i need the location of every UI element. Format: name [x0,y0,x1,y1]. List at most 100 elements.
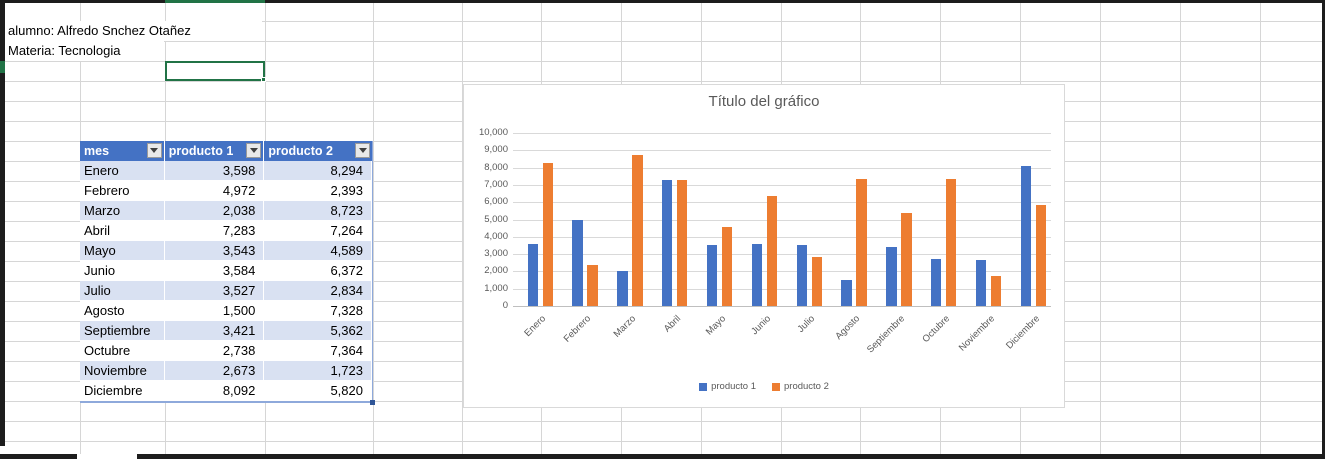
table-cell[interactable]: Enero [80,161,165,181]
table-cell[interactable]: Diciembre [80,381,165,401]
table-row: Abril 7,283 7,264 [80,221,372,241]
y-axis-tick-label: 4,000 [484,230,508,242]
bar-producto-2[interactable] [811,256,822,306]
grid-hline [5,421,1322,422]
table-cell[interactable]: 3,421 [164,321,265,341]
legend-item[interactable]: producto 2 [772,381,829,392]
selected-row-indicator [0,61,5,73]
bar-producto-2[interactable] [587,264,598,306]
table-cell[interactable]: 3,543 [164,241,265,261]
selected-cell[interactable] [165,61,266,82]
cell-materia[interactable]: Materia: Tecnologia [5,41,164,61]
chart-gridline [513,167,1051,169]
bar-producto-1[interactable] [572,219,583,306]
bar-producto-2[interactable] [677,180,688,306]
y-axis-tick-label: 8,000 [484,161,508,173]
table-cell[interactable]: 5,362 [264,321,372,341]
table-cell[interactable]: Junio [80,261,165,281]
table-resize-handle[interactable] [370,400,375,405]
table-cell[interactable]: Agosto [80,301,165,321]
grid-hline [5,81,1322,82]
table-cell[interactable]: 8,723 [264,201,372,221]
table-cell[interactable]: 7,283 [164,221,265,241]
table-cell[interactable]: Febrero [80,181,165,201]
chart-gridline [513,306,1051,307]
window-border-right [1322,0,1325,454]
table-cell[interactable]: 2,834 [264,281,372,301]
bar-producto-2[interactable] [856,179,867,306]
table-cell[interactable]: 4,589 [264,241,372,261]
window-border-notch [77,454,137,459]
table-cell[interactable]: 8,092 [164,381,265,401]
window-border-bottom [0,454,1325,459]
chart-gridline [513,236,1051,238]
table-cell[interactable]: 2,673 [164,361,265,381]
table-header-label: mes [84,144,110,158]
cell-alumno[interactable]: alumno: Alfredo Snchez Otañez [5,21,262,41]
legend-item[interactable]: producto 1 [699,381,756,392]
chart-gridline [513,288,1051,290]
bar-producto-1[interactable] [1020,166,1032,306]
bar-producto-1[interactable] [975,259,987,306]
table-cell[interactable]: 8,294 [264,161,372,181]
chart-title: Título del gráfico [708,93,820,110]
bar-producto-2[interactable] [766,195,778,306]
table-cell[interactable]: 2,038 [164,201,265,221]
table-cell[interactable]: 2,393 [264,181,372,201]
table-header-cell[interactable]: producto 2 [264,141,372,161]
filter-dropdown-button[interactable] [146,143,162,158]
bar-producto-2[interactable] [721,226,733,306]
bar-producto-2[interactable] [990,276,1002,306]
filter-dropdown-button[interactable] [355,143,370,158]
table-cell[interactable]: Octubre [80,341,165,361]
bar-producto-1[interactable] [751,243,763,306]
table-row: Junio 3,584 6,372 [80,261,372,281]
bar-producto-1[interactable] [617,270,628,306]
table-cell[interactable]: 2,738 [164,341,265,361]
bar-producto-1[interactable] [886,246,897,306]
table-row: Noviembre 2,673 1,723 [80,361,372,381]
table-cell[interactable]: 1,723 [264,361,372,381]
legend-label: producto 2 [784,381,829,392]
table-cell[interactable]: 7,364 [264,341,372,361]
table-cell[interactable]: 7,328 [264,301,372,321]
bar-producto-2[interactable] [632,155,643,306]
table-row: Julio 3,527 2,834 [80,281,372,301]
bar-producto-1[interactable] [931,258,942,306]
grid-hline [5,441,1322,442]
table-cell[interactable]: Mayo [80,241,165,261]
bar-producto-1[interactable] [841,280,852,306]
bar-producto-2[interactable] [901,213,912,306]
grid-hline [5,21,1322,22]
table-cell[interactable]: 5,820 [264,381,372,401]
bar-producto-1[interactable] [706,244,718,306]
bar-chart[interactable]: Título del gráfico 10,000 9,000 8,000 7,000… [463,84,1065,408]
chart-legend: producto 1 producto 2 [464,381,1064,392]
table-cell[interactable]: Septiembre [80,321,165,341]
table-cell[interactable]: Marzo [80,201,165,221]
table-cell[interactable]: Noviembre [80,361,165,381]
table-cell[interactable]: 6,372 [264,261,372,281]
chart-gridline [513,150,1051,152]
table-cell[interactable]: 4,972 [164,181,265,201]
table-cell[interactable]: 7,264 [264,221,372,241]
table-header-cell[interactable]: producto 1 [164,141,265,161]
bar-producto-1[interactable] [662,180,673,306]
bar-producto-1[interactable] [527,243,538,306]
fill-handle[interactable] [261,77,266,82]
table-cell[interactable]: Abril [80,221,165,241]
bar-producto-1[interactable] [796,244,807,306]
filter-dropdown-button[interactable] [246,143,262,158]
bar-producto-2[interactable] [946,178,957,306]
chart-gridline [513,202,1051,204]
table-cell[interactable]: 1,500 [164,301,265,321]
table-header-cell[interactable]: mes [80,141,165,161]
legend-swatch [772,382,780,391]
bar-producto-2[interactable] [1035,205,1047,306]
bar-producto-2[interactable] [542,162,553,306]
table-cell[interactable]: 3,584 [164,261,265,281]
table-cell[interactable]: 3,598 [164,161,265,181]
table-cell[interactable]: Julio [80,281,165,301]
table-cell[interactable]: 3,527 [164,281,265,301]
